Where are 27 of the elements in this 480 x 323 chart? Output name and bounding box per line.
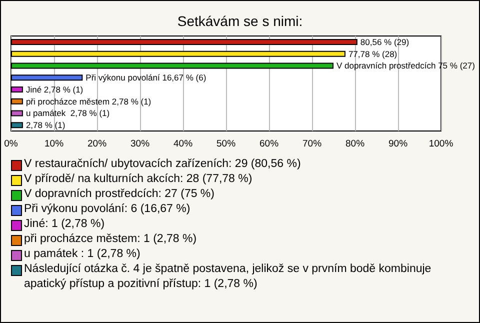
x-tick-label: 80% — [345, 138, 366, 150]
text: Následující otázka č. 4 je špatně postavena, jelikož se v prvním bodě kombinuje apatický přístup a pozitivní přístup: 1 (2,78 %) — [24, 262, 432, 292]
x-tick-label: 70% — [302, 138, 322, 150]
text: při procházce městem: 1 (2,78 %) — [24, 232, 197, 247]
data-label: 77,78 % (28) — [348, 48, 398, 59]
x-tick-label: 0% — [4, 138, 18, 150]
x-tick-label: 30% — [130, 138, 150, 150]
text: Při výkonu povolání: 6 (16,67 %) — [24, 202, 190, 217]
text: u památek : 1 (2,78 %) — [24, 247, 140, 262]
data-label: při procházce městem 2,78 % (1) — [26, 96, 152, 106]
data-label: Jiné 2,78 % (1) — [26, 84, 84, 94]
x-tick-label: 90% — [388, 138, 408, 150]
data-label: 80,56 % (29) — [360, 36, 410, 47]
x-tick-label: 40% — [173, 138, 194, 150]
text: Jiné: 1 (2,78 %) — [24, 217, 105, 232]
x-tick-label: 50% — [216, 138, 236, 150]
x-tick-label: 10% — [44, 138, 64, 150]
data-label: 2,78 % (1) — [26, 120, 66, 130]
x-tick-label: 60% — [259, 138, 280, 150]
text: V dopravních prostředcích: 27 (75 %) — [24, 187, 214, 202]
x-tick-label: 20% — [87, 138, 108, 150]
data-label: Při výkonu povolání 16,67 % (6) — [86, 72, 206, 83]
x-tick-label: 100% — [428, 138, 454, 150]
data-label: u památek 2,78 % (1) — [26, 108, 110, 118]
text: V restauračních/ ubytovacích zařízeních: 29 (80,56 %) — [24, 157, 301, 172]
text: V přírodě/ na kulturních akcích: 28 (77,78 %) — [24, 172, 252, 187]
chart-title: Setkávám se s nimi: — [177, 13, 303, 29]
